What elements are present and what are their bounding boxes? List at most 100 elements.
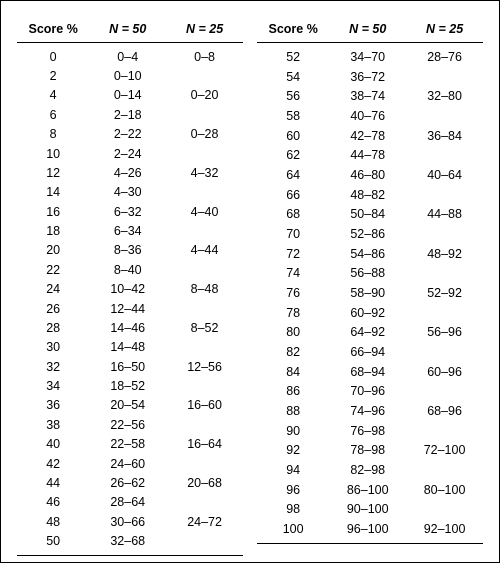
table-row: 8468–9460–96 <box>257 362 483 382</box>
left-table-body: 00–40–820–1040–140–2062–1882–220–28102–2… <box>17 43 243 555</box>
cell-n25: 0–28 <box>166 125 243 144</box>
cell-n50: 54–86 <box>329 244 406 264</box>
cell-n50: 82–98 <box>329 460 406 480</box>
cell-score: 52 <box>257 43 329 67</box>
cell-n25 <box>406 460 483 480</box>
table-row: 62–18 <box>17 105 243 124</box>
cell-score: 34 <box>17 376 89 395</box>
cell-n25 <box>406 382 483 402</box>
table-row: 3822–56 <box>17 415 243 434</box>
cell-n25 <box>166 531 243 555</box>
cell-n50: 70–96 <box>329 382 406 402</box>
cell-n25 <box>406 145 483 165</box>
cell-n25: 8–52 <box>166 318 243 337</box>
cell-n50: 10–42 <box>89 280 166 299</box>
cell-score: 70 <box>257 224 329 244</box>
cell-n50: 44–78 <box>329 145 406 165</box>
cell-n50: 38–74 <box>329 86 406 106</box>
cell-n50: 0–14 <box>89 86 166 105</box>
table-row: 3014–48 <box>17 338 243 357</box>
cell-n50: 8–40 <box>89 260 166 279</box>
cell-n50: 6–32 <box>89 202 166 221</box>
cell-n50: 0–10 <box>89 66 166 85</box>
table-header-row: Score % N = 50 N = 25 <box>17 19 243 43</box>
cell-n25 <box>406 500 483 520</box>
cell-n50: 2–18 <box>89 105 166 124</box>
cell-n25 <box>166 144 243 163</box>
cell-n25: 28–76 <box>406 43 483 67</box>
table-row: 9278–9872–100 <box>257 441 483 461</box>
table-row: 4426–6220–68 <box>17 473 243 492</box>
cell-score: 68 <box>257 204 329 224</box>
cell-score: 88 <box>257 401 329 421</box>
cell-score: 4 <box>17 86 89 105</box>
cell-n50: 4–30 <box>89 183 166 202</box>
table-row: 166–324–40 <box>17 202 243 221</box>
left-table: Score % N = 50 N = 25 00–40–820–1040–140… <box>17 19 243 556</box>
table-row: 6446–8040–64 <box>257 165 483 185</box>
cell-n25: 48–92 <box>406 244 483 264</box>
cell-n50: 14–48 <box>89 338 166 357</box>
cell-n50: 60–92 <box>329 303 406 323</box>
cell-n25: 4–32 <box>166 163 243 182</box>
cell-n25: 12–56 <box>166 357 243 376</box>
cell-score: 58 <box>257 106 329 126</box>
cell-n50: 18–52 <box>89 376 166 395</box>
table-row: 6042–7836–84 <box>257 126 483 146</box>
cell-score: 40 <box>17 435 89 454</box>
cell-score: 20 <box>17 241 89 260</box>
table-row: 9686–10080–100 <box>257 480 483 500</box>
cell-n25: 16–64 <box>166 435 243 454</box>
cell-n50: 34–70 <box>329 43 406 67</box>
cell-n50: 64–92 <box>329 322 406 342</box>
cell-n25: 20–68 <box>166 473 243 492</box>
table-row: 8064–9256–96 <box>257 322 483 342</box>
table-row: 5638–7432–80 <box>257 86 483 106</box>
cell-n25 <box>166 338 243 357</box>
cell-n50: 52–86 <box>329 224 406 244</box>
cell-n25 <box>166 183 243 202</box>
cell-score: 2 <box>17 66 89 85</box>
table-row: 208–364–44 <box>17 241 243 260</box>
col-header-score: Score % <box>257 19 329 43</box>
table-row: 7658–9052–92 <box>257 283 483 303</box>
cell-score: 78 <box>257 303 329 323</box>
cell-n50: 90–100 <box>329 500 406 520</box>
cell-n50: 8–36 <box>89 241 166 260</box>
cell-n50: 76–98 <box>329 421 406 441</box>
table-row: 4628–64 <box>17 493 243 512</box>
cell-n50: 58–90 <box>329 283 406 303</box>
table-row: 186–34 <box>17 221 243 240</box>
cell-n50: 0–4 <box>89 43 166 67</box>
cell-score: 48 <box>17 512 89 531</box>
cell-n25: 0–20 <box>166 86 243 105</box>
cell-n25: 44–88 <box>406 204 483 224</box>
table-row: 6648–82 <box>257 185 483 205</box>
cell-n50: 68–94 <box>329 362 406 382</box>
cell-n50: 20–54 <box>89 396 166 415</box>
cell-n50: 6–34 <box>89 221 166 240</box>
cell-n25 <box>406 263 483 283</box>
col-header-n25: N = 25 <box>406 19 483 43</box>
cell-n25 <box>166 415 243 434</box>
table-row: 3216–5012–56 <box>17 357 243 376</box>
table-row: 5032–68 <box>17 531 243 555</box>
cell-n50: 96–100 <box>329 519 406 543</box>
cell-score: 60 <box>257 126 329 146</box>
table-row: 7052–86 <box>257 224 483 244</box>
cell-score: 18 <box>17 221 89 240</box>
cell-n50: 14–46 <box>89 318 166 337</box>
cell-n50: 42–78 <box>329 126 406 146</box>
cell-score: 86 <box>257 382 329 402</box>
table-row: 5840–76 <box>257 106 483 126</box>
cell-score: 94 <box>257 460 329 480</box>
cell-n50: 22–58 <box>89 435 166 454</box>
cell-n50: 56–88 <box>329 263 406 283</box>
table-row: 228–40 <box>17 260 243 279</box>
cell-n25 <box>166 454 243 473</box>
cell-score: 36 <box>17 396 89 415</box>
table-row: 5234–7028–76 <box>257 43 483 67</box>
table-row: 8874–9668–96 <box>257 401 483 421</box>
cell-n50: 50–84 <box>329 204 406 224</box>
cell-score: 50 <box>17 531 89 555</box>
